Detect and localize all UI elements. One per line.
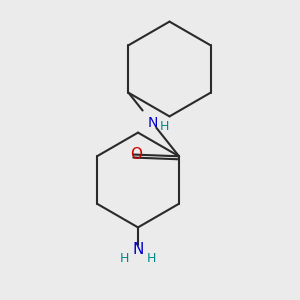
Text: N: N <box>148 116 158 130</box>
Text: N: N <box>132 242 144 257</box>
Text: O: O <box>130 147 142 162</box>
Text: H: H <box>120 252 129 265</box>
Text: H: H <box>160 120 169 133</box>
Text: H: H <box>147 252 156 265</box>
